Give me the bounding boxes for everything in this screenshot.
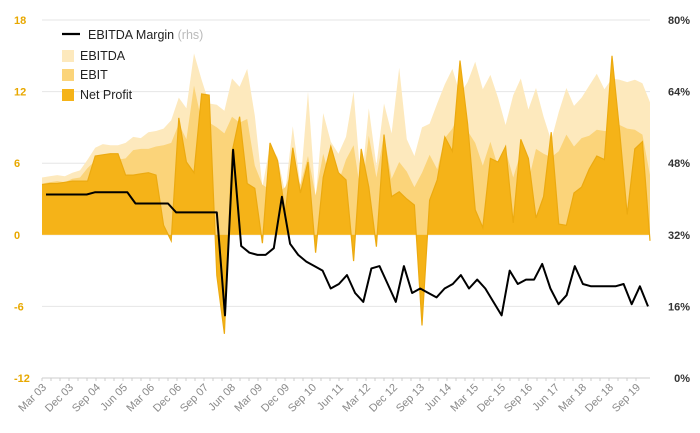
line-series (46, 148, 649, 317)
right-tick-label: 16% (668, 301, 690, 313)
x-tick-label: Mar 06 (124, 382, 157, 415)
x-tick-label: Dec 03 (43, 382, 76, 415)
x-tick-label: Sep 19 (610, 382, 643, 415)
legend-item-net: Net Profit (62, 88, 133, 102)
left-tick-label: 12 (14, 87, 26, 99)
x-tick-label: Dec 06 (151, 382, 184, 415)
x-tick-label: Jun 08 (206, 382, 238, 414)
legend-item-ebit: EBIT (62, 68, 108, 82)
x-tick-label: Dec 12 (367, 382, 400, 415)
area-outline-net (41, 55, 651, 334)
x-tick-label: Dec 09 (259, 382, 292, 415)
legend-item-ebitda: EBITDA (62, 49, 126, 63)
right-axis-ticks: 80% 64% 48% 32% 16% 0% (668, 15, 690, 385)
x-tick-label: Mar 15 (448, 382, 481, 415)
right-tick-label: 32% (668, 230, 690, 242)
x-tick-label: Sep 07 (178, 382, 211, 415)
x-tick-label: Jun 17 (530, 382, 562, 414)
legend-label-ebit: EBIT (80, 68, 108, 82)
legend-swatch-ebit (62, 69, 74, 81)
legend-item-margin: EBITDA Margin (rhs) (62, 28, 203, 42)
legend-swatch-net (62, 89, 74, 101)
left-axis-ticks: 18 12 6 0 -6 -12 (14, 15, 30, 385)
legend-label-net: Net Profit (80, 88, 133, 102)
x-tick-label: Mar 03 (16, 382, 49, 415)
left-tick-label: 6 (14, 158, 20, 170)
area-series (41, 53, 651, 334)
area-net (42, 55, 650, 334)
legend-label-ebitda: EBITDA (80, 49, 126, 63)
left-tick-label: 0 (14, 230, 20, 242)
x-tick-label: Sep 13 (394, 382, 427, 415)
x-tick-label: Dec 18 (583, 382, 616, 415)
legend-swatch-ebitda (62, 50, 74, 62)
right-tick-label: 80% (668, 15, 690, 27)
x-tick-label: Jun 05 (98, 382, 130, 414)
right-tick-label: 0% (674, 373, 690, 385)
line-margin (46, 148, 649, 317)
left-tick-label: -12 (14, 373, 30, 385)
x-tick-label: Mar 12 (340, 382, 373, 415)
x-tick-label: Sep 04 (70, 382, 103, 415)
x-tick-label: Mar 18 (556, 382, 589, 415)
x-tick-label: Dec 15 (475, 382, 508, 415)
legend: EBITDA Margin (rhs) EBITDA EBIT Net Prof… (62, 28, 203, 102)
right-tick-label: 48% (668, 158, 690, 170)
x-tick-label: Mar 09 (232, 382, 265, 415)
x-tick-label: Sep 10 (286, 382, 319, 415)
right-tick-label: 64% (668, 87, 690, 99)
x-tick-label: Sep 16 (502, 382, 535, 415)
left-tick-label: -6 (14, 301, 24, 313)
x-tick-label: Jun 14 (422, 382, 454, 414)
legend-label-margin: EBITDA Margin (rhs) (88, 28, 203, 42)
left-tick-label: 18 (14, 15, 26, 27)
